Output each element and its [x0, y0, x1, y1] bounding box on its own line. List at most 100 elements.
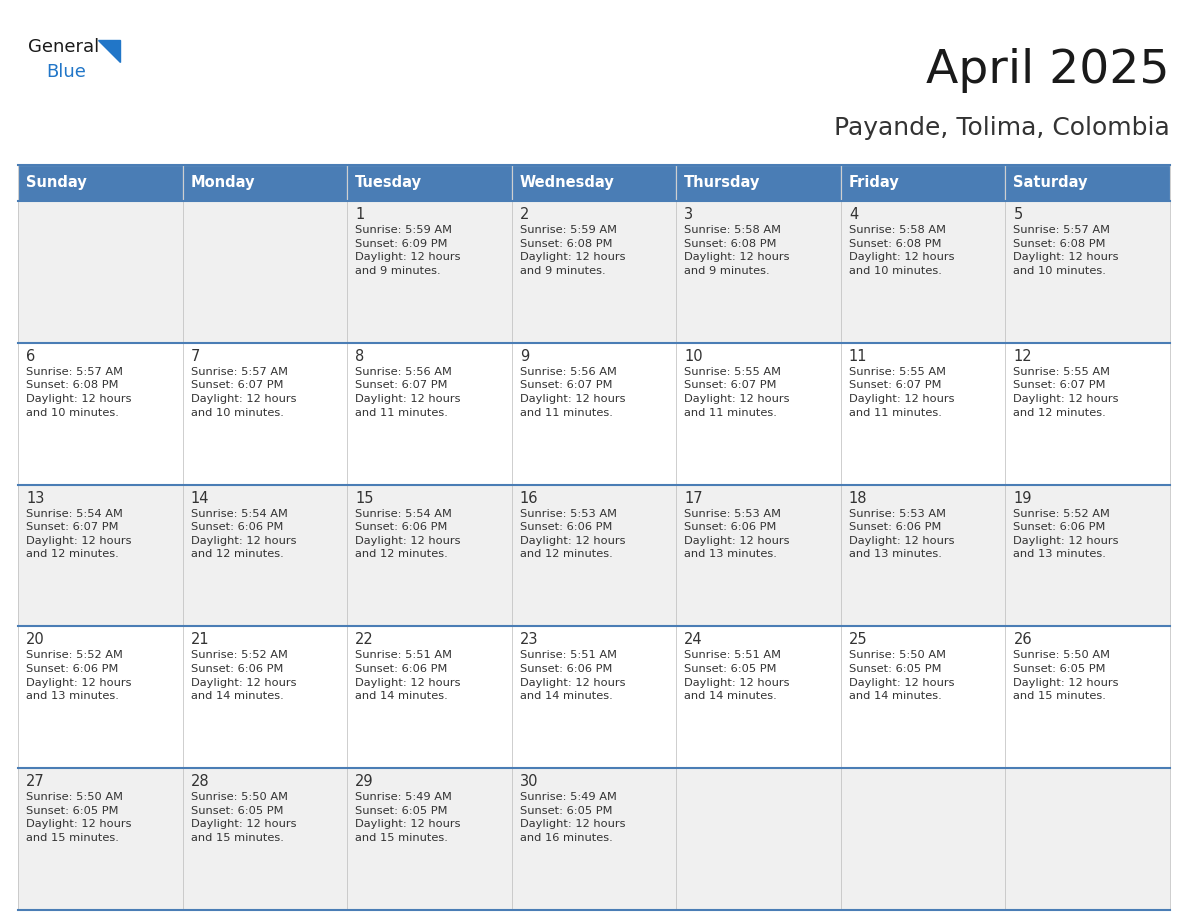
Text: 30: 30 — [519, 774, 538, 789]
Bar — [183, 626, 347, 768]
Text: Wednesday: Wednesday — [519, 175, 614, 191]
Text: 9: 9 — [519, 349, 529, 364]
Text: 10: 10 — [684, 349, 703, 364]
Text: 29: 29 — [355, 774, 374, 789]
Text: 15: 15 — [355, 490, 374, 506]
Text: 18: 18 — [849, 490, 867, 506]
Text: Thursday: Thursday — [684, 175, 760, 191]
Bar — [183, 342, 347, 485]
Bar — [676, 342, 841, 485]
Bar — [841, 201, 1005, 342]
Text: Sunrise: 5:55 AM
Sunset: 6:07 PM
Daylight: 12 hours
and 11 minutes.: Sunrise: 5:55 AM Sunset: 6:07 PM Dayligh… — [849, 367, 954, 418]
Text: Sunrise: 5:52 AM
Sunset: 6:06 PM
Daylight: 12 hours
and 13 minutes.: Sunrise: 5:52 AM Sunset: 6:06 PM Dayligh… — [1013, 509, 1119, 559]
Text: Sunrise: 5:54 AM
Sunset: 6:07 PM
Daylight: 12 hours
and 12 minutes.: Sunrise: 5:54 AM Sunset: 6:07 PM Dayligh… — [26, 509, 132, 559]
Text: 8: 8 — [355, 349, 365, 364]
Bar — [18, 201, 183, 342]
Text: Sunrise: 5:50 AM
Sunset: 6:05 PM
Daylight: 12 hours
and 15 minutes.: Sunrise: 5:50 AM Sunset: 6:05 PM Dayligh… — [26, 792, 132, 843]
Text: General: General — [29, 38, 100, 56]
Text: Sunrise: 5:52 AM
Sunset: 6:06 PM
Daylight: 12 hours
and 14 minutes.: Sunrise: 5:52 AM Sunset: 6:06 PM Dayligh… — [190, 650, 296, 701]
Text: Sunrise: 5:57 AM
Sunset: 6:08 PM
Daylight: 12 hours
and 10 minutes.: Sunrise: 5:57 AM Sunset: 6:08 PM Dayligh… — [1013, 225, 1119, 275]
Bar — [841, 485, 1005, 626]
Bar — [183, 768, 347, 910]
Bar — [1005, 342, 1170, 485]
Bar — [841, 768, 1005, 910]
Text: Sunrise: 5:54 AM
Sunset: 6:06 PM
Daylight: 12 hours
and 12 minutes.: Sunrise: 5:54 AM Sunset: 6:06 PM Dayligh… — [190, 509, 296, 559]
Bar — [183, 165, 347, 201]
Text: Sunrise: 5:56 AM
Sunset: 6:07 PM
Daylight: 12 hours
and 11 minutes.: Sunrise: 5:56 AM Sunset: 6:07 PM Dayligh… — [355, 367, 461, 418]
Text: Tuesday: Tuesday — [355, 175, 422, 191]
Bar — [1005, 626, 1170, 768]
Bar — [347, 768, 512, 910]
Text: 21: 21 — [190, 633, 209, 647]
Polygon shape — [97, 40, 120, 62]
Bar — [841, 626, 1005, 768]
Bar — [512, 165, 676, 201]
Text: Sunrise: 5:56 AM
Sunset: 6:07 PM
Daylight: 12 hours
and 11 minutes.: Sunrise: 5:56 AM Sunset: 6:07 PM Dayligh… — [519, 367, 625, 418]
Text: 12: 12 — [1013, 349, 1032, 364]
Text: Saturday: Saturday — [1013, 175, 1088, 191]
Text: 4: 4 — [849, 207, 858, 222]
Text: Blue: Blue — [46, 63, 86, 81]
Text: Sunrise: 5:53 AM
Sunset: 6:06 PM
Daylight: 12 hours
and 13 minutes.: Sunrise: 5:53 AM Sunset: 6:06 PM Dayligh… — [849, 509, 954, 559]
Text: 11: 11 — [849, 349, 867, 364]
Text: Sunrise: 5:50 AM
Sunset: 6:05 PM
Daylight: 12 hours
and 14 minutes.: Sunrise: 5:50 AM Sunset: 6:05 PM Dayligh… — [849, 650, 954, 701]
Text: Sunday: Sunday — [26, 175, 87, 191]
Text: 23: 23 — [519, 633, 538, 647]
Bar — [1005, 485, 1170, 626]
Text: Sunrise: 5:51 AM
Sunset: 6:05 PM
Daylight: 12 hours
and 14 minutes.: Sunrise: 5:51 AM Sunset: 6:05 PM Dayligh… — [684, 650, 790, 701]
Text: 20: 20 — [26, 633, 45, 647]
Text: 28: 28 — [190, 774, 209, 789]
Text: Sunrise: 5:59 AM
Sunset: 6:09 PM
Daylight: 12 hours
and 9 minutes.: Sunrise: 5:59 AM Sunset: 6:09 PM Dayligh… — [355, 225, 461, 275]
Text: 5: 5 — [1013, 207, 1023, 222]
Bar — [676, 768, 841, 910]
Text: Sunrise: 5:51 AM
Sunset: 6:06 PM
Daylight: 12 hours
and 14 minutes.: Sunrise: 5:51 AM Sunset: 6:06 PM Dayligh… — [519, 650, 625, 701]
Text: 7: 7 — [190, 349, 200, 364]
Text: 27: 27 — [26, 774, 45, 789]
Text: Sunrise: 5:57 AM
Sunset: 6:07 PM
Daylight: 12 hours
and 10 minutes.: Sunrise: 5:57 AM Sunset: 6:07 PM Dayligh… — [190, 367, 296, 418]
Bar — [512, 485, 676, 626]
Bar — [347, 165, 512, 201]
Bar — [183, 485, 347, 626]
Bar — [512, 201, 676, 342]
Text: 17: 17 — [684, 490, 703, 506]
Bar — [18, 485, 183, 626]
Text: 16: 16 — [519, 490, 538, 506]
Text: 6: 6 — [26, 349, 36, 364]
Text: 13: 13 — [26, 490, 44, 506]
Bar — [18, 626, 183, 768]
Bar — [676, 626, 841, 768]
Bar — [347, 342, 512, 485]
Bar — [18, 342, 183, 485]
Text: Sunrise: 5:55 AM
Sunset: 6:07 PM
Daylight: 12 hours
and 11 minutes.: Sunrise: 5:55 AM Sunset: 6:07 PM Dayligh… — [684, 367, 790, 418]
Bar — [676, 165, 841, 201]
Text: 25: 25 — [849, 633, 867, 647]
Bar — [1005, 201, 1170, 342]
Text: Sunrise: 5:53 AM
Sunset: 6:06 PM
Daylight: 12 hours
and 12 minutes.: Sunrise: 5:53 AM Sunset: 6:06 PM Dayligh… — [519, 509, 625, 559]
Text: Sunrise: 5:57 AM
Sunset: 6:08 PM
Daylight: 12 hours
and 10 minutes.: Sunrise: 5:57 AM Sunset: 6:08 PM Dayligh… — [26, 367, 132, 418]
Text: Sunrise: 5:50 AM
Sunset: 6:05 PM
Daylight: 12 hours
and 15 minutes.: Sunrise: 5:50 AM Sunset: 6:05 PM Dayligh… — [1013, 650, 1119, 701]
Text: Sunrise: 5:49 AM
Sunset: 6:05 PM
Daylight: 12 hours
and 16 minutes.: Sunrise: 5:49 AM Sunset: 6:05 PM Dayligh… — [519, 792, 625, 843]
Bar — [347, 485, 512, 626]
Bar — [512, 768, 676, 910]
Text: 2: 2 — [519, 207, 529, 222]
Text: Sunrise: 5:58 AM
Sunset: 6:08 PM
Daylight: 12 hours
and 9 minutes.: Sunrise: 5:58 AM Sunset: 6:08 PM Dayligh… — [684, 225, 790, 275]
Bar — [1005, 768, 1170, 910]
Text: Sunrise: 5:58 AM
Sunset: 6:08 PM
Daylight: 12 hours
and 10 minutes.: Sunrise: 5:58 AM Sunset: 6:08 PM Dayligh… — [849, 225, 954, 275]
Text: Monday: Monday — [190, 175, 255, 191]
Text: Sunrise: 5:55 AM
Sunset: 6:07 PM
Daylight: 12 hours
and 12 minutes.: Sunrise: 5:55 AM Sunset: 6:07 PM Dayligh… — [1013, 367, 1119, 418]
Text: April 2025: April 2025 — [927, 48, 1170, 93]
Bar — [841, 165, 1005, 201]
Text: Payande, Tolima, Colombia: Payande, Tolima, Colombia — [834, 116, 1170, 140]
Text: Sunrise: 5:49 AM
Sunset: 6:05 PM
Daylight: 12 hours
and 15 minutes.: Sunrise: 5:49 AM Sunset: 6:05 PM Dayligh… — [355, 792, 461, 843]
Text: Sunrise: 5:52 AM
Sunset: 6:06 PM
Daylight: 12 hours
and 13 minutes.: Sunrise: 5:52 AM Sunset: 6:06 PM Dayligh… — [26, 650, 132, 701]
Text: 24: 24 — [684, 633, 703, 647]
Text: 19: 19 — [1013, 490, 1032, 506]
Text: 26: 26 — [1013, 633, 1032, 647]
Bar — [676, 201, 841, 342]
Bar — [676, 485, 841, 626]
Text: Sunrise: 5:54 AM
Sunset: 6:06 PM
Daylight: 12 hours
and 12 minutes.: Sunrise: 5:54 AM Sunset: 6:06 PM Dayligh… — [355, 509, 461, 559]
Bar — [1005, 165, 1170, 201]
Text: 14: 14 — [190, 490, 209, 506]
Bar — [18, 768, 183, 910]
Bar — [512, 342, 676, 485]
